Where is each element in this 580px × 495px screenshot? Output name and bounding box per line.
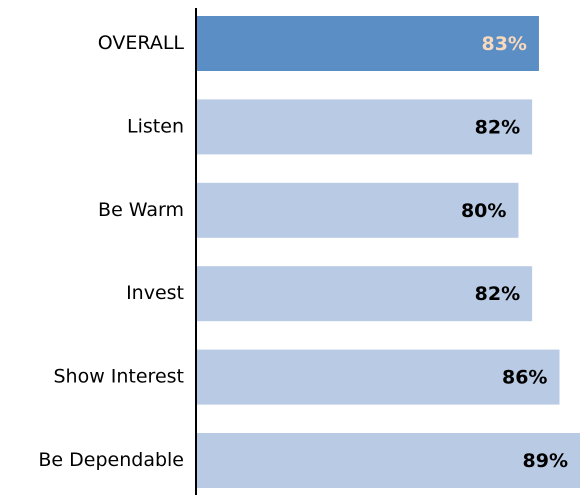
value-label: 82%: [475, 283, 520, 305]
value-label: 83%: [481, 33, 526, 55]
value-label: 86%: [502, 367, 547, 389]
bar: [197, 349, 560, 405]
category-label: Be Dependable: [38, 449, 184, 471]
bar: [197, 16, 539, 71]
value-label: 82%: [475, 116, 520, 138]
category-label: Be Warm: [98, 199, 184, 221]
category-label: OVERALL: [98, 32, 185, 54]
category-label: Listen: [127, 115, 184, 137]
bar: [197, 99, 533, 155]
value-label: 89%: [523, 450, 568, 472]
category-label: Show Interest: [53, 366, 184, 388]
bar: [197, 433, 580, 488]
bar: [197, 266, 533, 322]
value-label: 80%: [461, 200, 506, 222]
bar: [197, 182, 519, 238]
category-label: Invest: [126, 282, 184, 304]
